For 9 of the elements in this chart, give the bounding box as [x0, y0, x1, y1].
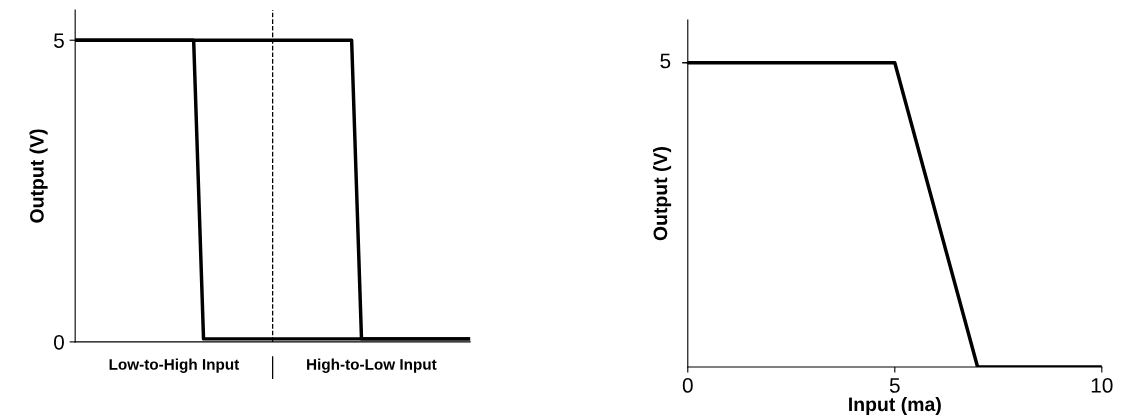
annotation: 5 — [660, 53, 671, 69]
y-axis-title: Output (V) — [652, 147, 672, 241]
x-tick-label: 10 — [1091, 378, 1113, 393]
x-tick-label: 5 — [889, 378, 900, 393]
x-tick-label: High-to-Low Input — [307, 358, 437, 373]
x-tick-label: 0 — [682, 378, 693, 393]
y-axis-title: Output (V) — [29, 129, 48, 223]
x-axis-title: Input (ma) — [849, 396, 941, 416]
x-tick-label: Low-to-High Input — [109, 358, 240, 373]
